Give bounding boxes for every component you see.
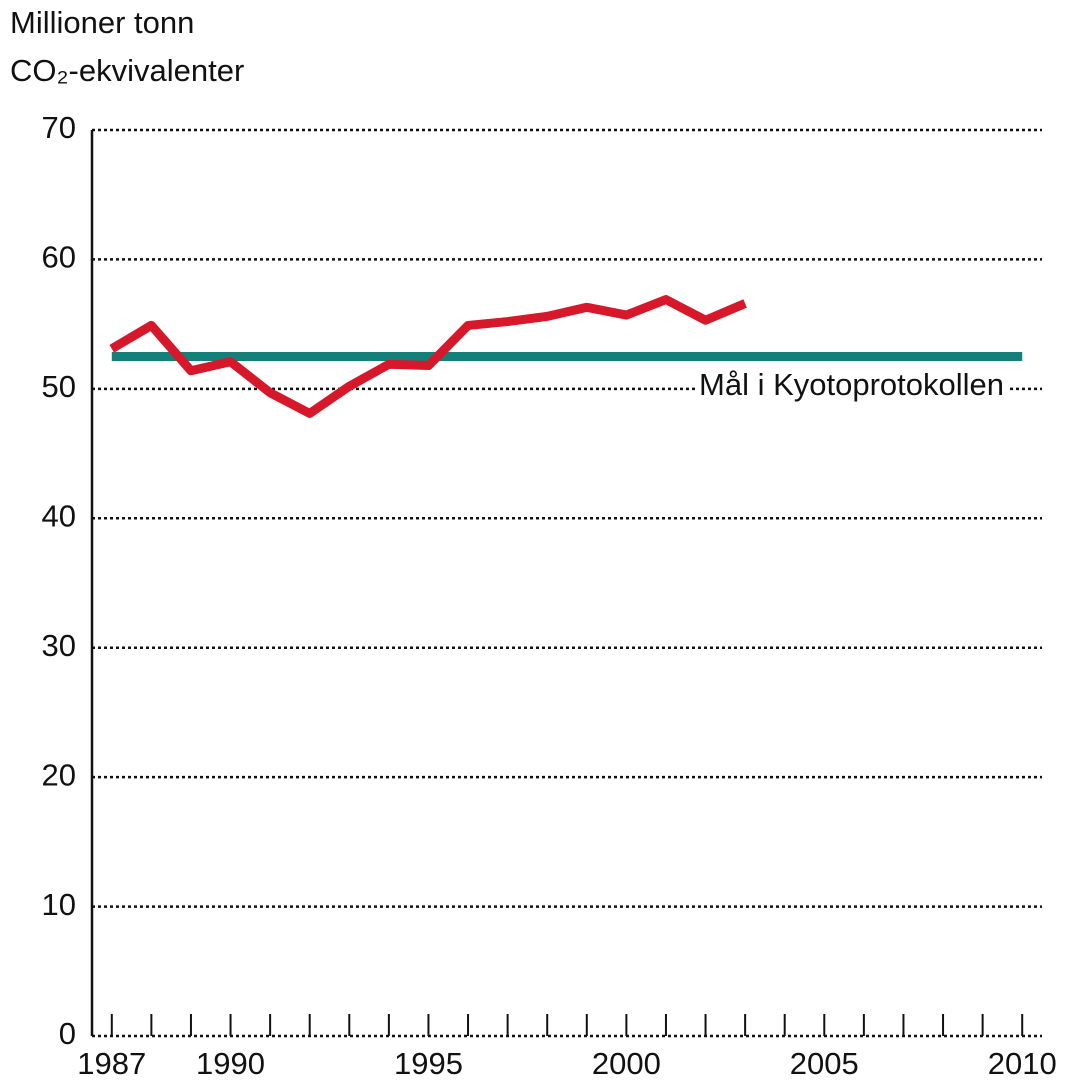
y-axis-label: CO₂-ekvivalenter [10,53,244,88]
x-tick-label: 2000 [592,1046,661,1081]
y-tick-label: 70 [42,110,76,145]
y-tick-label: 10 [42,887,76,922]
data-line [109,295,747,418]
x-tick-label: 2010 [988,1046,1057,1081]
y-tick-label: 0 [59,1016,76,1051]
y-tick-label: 30 [42,628,76,663]
y-axis-label: Millioner tonn [10,5,194,40]
x-tick-label: 1990 [196,1046,265,1081]
y-tick-label: 40 [42,498,76,533]
x-tick-label: 1987 [77,1046,146,1081]
annotation-background [695,367,1008,403]
x-tick-label: 2005 [790,1046,859,1081]
y-tick-label: 50 [42,369,76,404]
x-tick-label: 1995 [394,1046,463,1081]
y-tick-label: 60 [42,240,76,275]
y-tick-label: 20 [42,757,76,792]
annotation: Mål i Kyotoprotokollen [699,367,1004,402]
